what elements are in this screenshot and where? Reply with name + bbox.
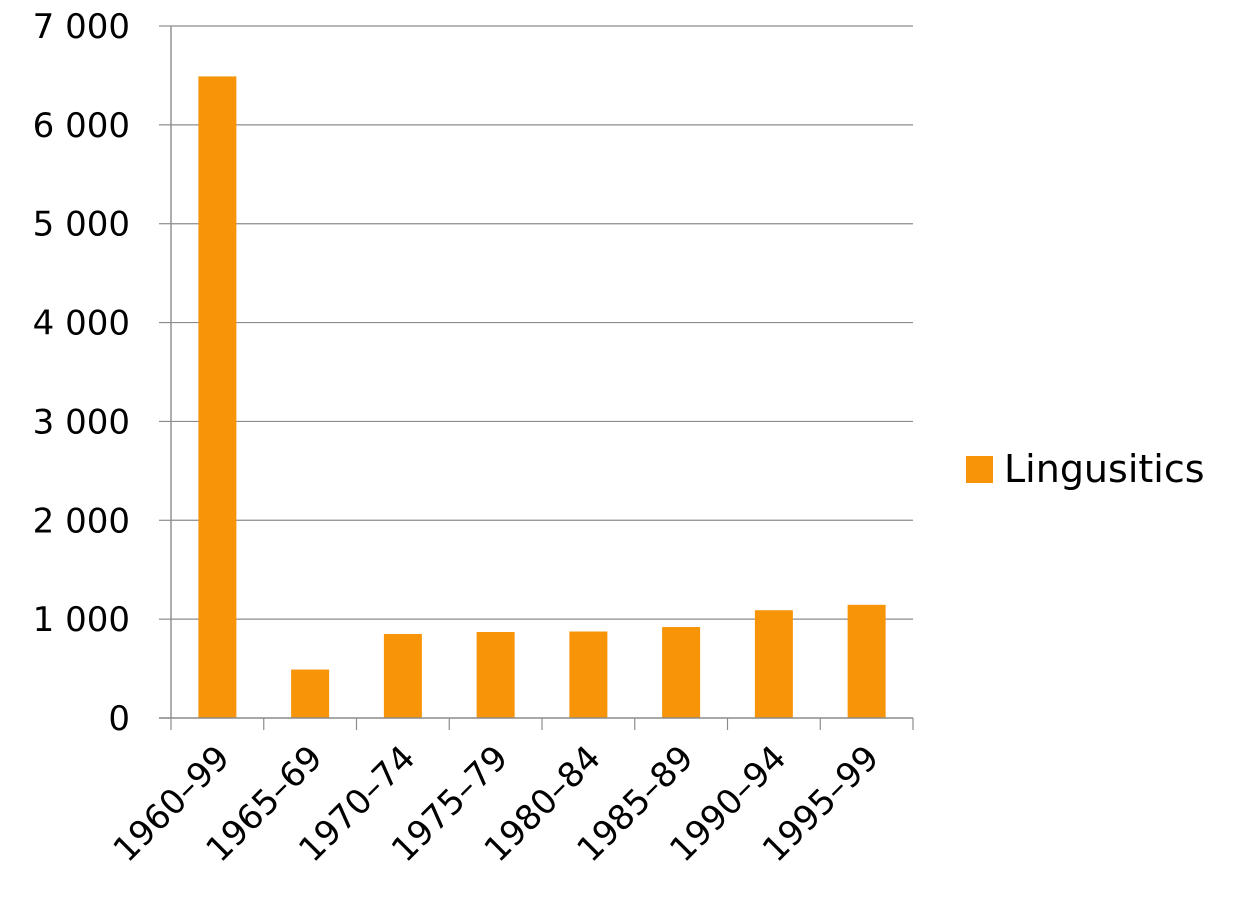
axes [159,25,914,730]
y-tick-label: 1 000 [33,600,130,640]
y-tick-label: 3 000 [33,402,130,442]
bar-5 [662,627,701,718]
gridlines [171,25,913,620]
y-tick-label: 2 000 [33,501,130,541]
y-tick-label: 7 000 [33,7,130,47]
y-tick-label: 5 000 [33,205,130,245]
x-tick-labels: 1960–991965–691970–741975–791980–841985–… [106,738,887,870]
bar-3 [476,631,515,718]
y-tick-label: 0 [108,699,130,739]
bar-1 [291,669,330,718]
legend-swatch [966,456,993,483]
bar-0 [198,76,237,719]
legend: Lingusitics [966,447,1205,491]
legend-label: Lingusitics [1004,447,1205,491]
bar-2 [383,633,422,718]
bar-7 [847,604,886,718]
bars [198,76,886,719]
y-tick-labels: 0 1 000 2 000 3 000 4 000 5 000 6 000 7 000 [33,7,130,739]
bar-4 [569,631,608,718]
y-tick-label: 6 000 [33,106,130,146]
bar-6 [754,610,793,718]
y-tick-label: 4 000 [33,304,130,344]
